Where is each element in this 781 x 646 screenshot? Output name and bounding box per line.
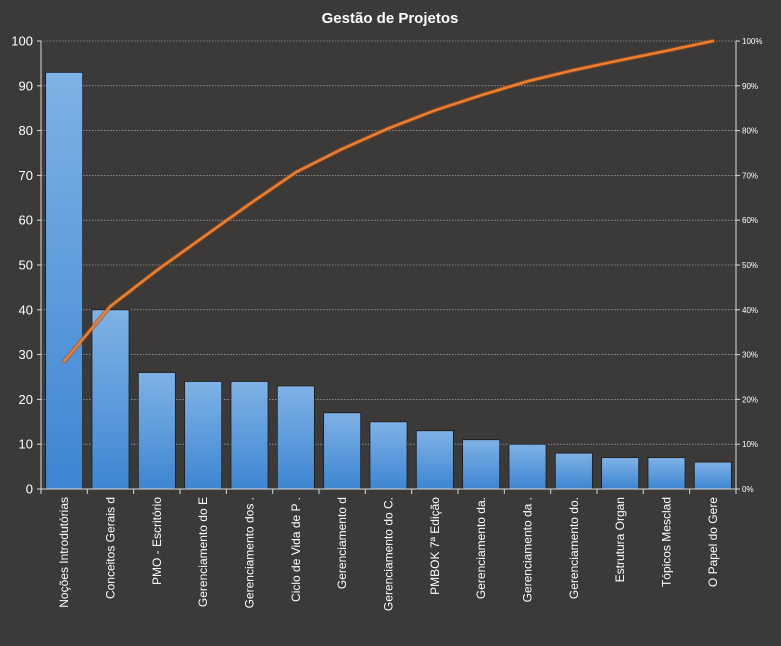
bar: [601, 457, 640, 490]
y2-tick-label: 40%: [742, 306, 758, 315]
left-axis-tick-labels: 0 10 20 30 40 50 60 70 80 90 100: [11, 34, 33, 497]
x-tick-label: Gerenciamento da .: [521, 497, 535, 602]
y2-tick-label: 30%: [742, 351, 758, 360]
x-tick-label: O Papel do Gere: [706, 497, 720, 587]
x-tick-label: Ciclo de Vida de P .: [289, 497, 303, 602]
bar: [554, 452, 593, 490]
x-tick-label: Noções Introdutórias: [57, 497, 71, 608]
y2-tick-label: 50%: [742, 261, 758, 270]
bar: [693, 461, 732, 490]
bar: [369, 421, 408, 490]
bar: [323, 412, 362, 490]
x-tick-label: PMO - Escritório: [150, 497, 164, 585]
y-tick-label: 10: [19, 437, 33, 452]
y2-tick-label: 60%: [742, 216, 758, 225]
bar: [91, 309, 130, 490]
bar: [276, 385, 315, 490]
y-tick-label: 40: [19, 302, 33, 317]
y-tick-label: 70: [19, 168, 33, 183]
y2-tick-label: 80%: [742, 127, 758, 136]
y-tick-label: 90: [19, 78, 33, 93]
x-tick-label: Gerenciamento dos .: [243, 497, 257, 608]
right-axis-tick-labels: 0% 10% 20% 30% 40% 50% 60% 70% 80% 90% 100%: [742, 37, 762, 494]
bar: [462, 439, 501, 490]
axes: [37, 40, 740, 494]
y2-tick-label: 20%: [742, 395, 758, 404]
y-tick-label: 50: [19, 258, 33, 273]
gridlines: [41, 40, 736, 445]
x-tick-label: Gerenciamento da.: [474, 497, 488, 599]
x-tick-label: Tópicos Mesclad: [660, 497, 674, 587]
y2-tick-label: 90%: [742, 82, 758, 91]
x-tick-label: Gerenciamento d: [335, 497, 349, 589]
x-tick-label: Gerenciamento do C.: [382, 497, 396, 611]
bar: [184, 381, 223, 490]
bar: [137, 372, 176, 490]
y-tick-label: 80: [19, 123, 33, 138]
bar: [647, 457, 686, 490]
bar: [508, 443, 547, 490]
y2-tick-label: 10%: [742, 440, 758, 449]
x-tick-label: Conceitos Gerais d: [104, 497, 118, 599]
y-tick-label: 60: [19, 213, 33, 228]
category-labels: Noções Introdutórias Conceitos Gerais d PM…: [57, 497, 720, 611]
y2-tick-label: 0%: [742, 485, 754, 494]
x-tick-label: Estrutura Organ: [613, 497, 627, 582]
bars: [45, 71, 732, 490]
x-tick-label: Gerenciamento do.: [567, 497, 581, 599]
cumulative-line-path: [62, 39, 715, 363]
y2-tick-label: 100%: [742, 37, 762, 46]
x-tick-label: Gerenciamento do E: [196, 497, 210, 607]
y-tick-label: 30: [19, 347, 33, 362]
bar: [415, 430, 454, 490]
bar: [230, 381, 269, 490]
y-tick-label: 0: [26, 482, 33, 497]
chart-title: Gestão de Projetos: [322, 10, 459, 27]
y-tick-label: 20: [19, 392, 33, 407]
cumulative-line: [61, 38, 716, 364]
x-tick-label: PMBOK 7ª Edição: [428, 497, 442, 595]
bar: [45, 71, 84, 490]
y2-tick-label: 70%: [742, 171, 758, 180]
y-tick-label: 100: [11, 34, 33, 49]
